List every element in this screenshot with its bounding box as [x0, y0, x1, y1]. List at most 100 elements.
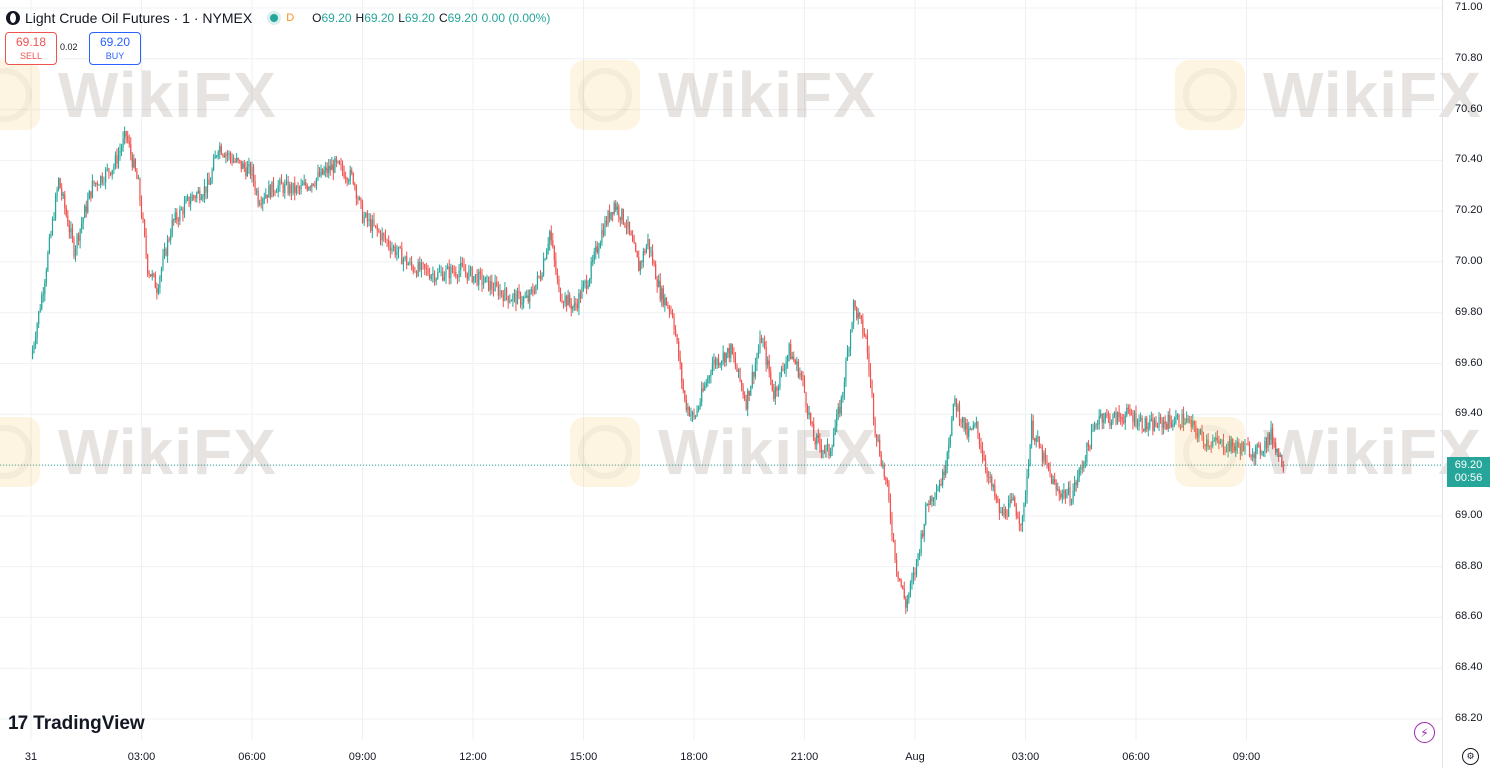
- candle: [176, 212, 178, 220]
- candle: [757, 350, 760, 358]
- candle: [269, 185, 272, 198]
- candle: [1190, 419, 1192, 428]
- candle: [744, 394, 746, 400]
- candle: [1081, 467, 1083, 469]
- candle: [109, 172, 112, 175]
- candle: [1186, 418, 1188, 423]
- candle: [300, 184, 302, 189]
- candle: [1195, 424, 1197, 433]
- candle: [1009, 499, 1011, 503]
- candle: [768, 360, 770, 373]
- tradingview-wordmark: TradingView: [33, 713, 145, 734]
- candle: [754, 363, 756, 377]
- ohlc-values: O69.20 H69.20 L69.20 C69.20 0.00 (0.00%): [312, 11, 550, 25]
- candle: [73, 238, 75, 257]
- candle: [1035, 437, 1037, 442]
- gear-icon[interactable]: ⚙: [1462, 748, 1479, 765]
- candle: [1074, 482, 1076, 491]
- candle: [1020, 523, 1022, 526]
- candle: [582, 283, 585, 287]
- candle: [613, 203, 615, 215]
- candle: [1040, 447, 1042, 449]
- candle: [977, 422, 979, 434]
- candle: [177, 219, 179, 222]
- candle: [1166, 423, 1168, 429]
- candle: [925, 504, 927, 524]
- candle: [711, 364, 714, 374]
- symbol-legend[interactable]: Light Crude Oil Futures · 1 · NYMEX D O6…: [6, 8, 550, 28]
- price-axis[interactable]: [1442, 0, 1493, 768]
- candle: [1144, 418, 1146, 432]
- candle: [173, 219, 175, 221]
- buy-button[interactable]: 69.20 BUY: [89, 32, 141, 65]
- low-value: L69.20: [398, 11, 435, 25]
- candle: [1109, 415, 1111, 426]
- candle: [1270, 427, 1272, 440]
- candle: [486, 276, 488, 278]
- sell-button[interactable]: 69.18 SELL: [5, 32, 57, 65]
- candle: [728, 348, 730, 358]
- candle: [1047, 463, 1050, 470]
- candle: [945, 465, 947, 475]
- candle: [1232, 438, 1234, 446]
- candle: [595, 246, 597, 252]
- tradingview-logo[interactable]: 17 TradingView: [8, 713, 145, 735]
- open-value: O69.20: [312, 11, 352, 25]
- candle: [886, 479, 888, 484]
- candle: [935, 491, 938, 498]
- candle: [667, 305, 669, 308]
- candle: [573, 303, 575, 307]
- candle: [876, 433, 878, 441]
- candle: [438, 271, 441, 273]
- candle: [450, 266, 452, 278]
- candle: [45, 270, 47, 283]
- candle: [889, 499, 892, 520]
- candle: [186, 196, 189, 200]
- candle: [337, 161, 339, 163]
- candle: [1097, 424, 1099, 426]
- candle: [1100, 414, 1102, 416]
- candle: [38, 311, 40, 325]
- candle: [1227, 442, 1229, 451]
- candle: [542, 259, 545, 275]
- candle: [88, 191, 90, 200]
- candle: [787, 355, 789, 362]
- candle: [91, 180, 93, 198]
- candle: [494, 281, 496, 291]
- candle: [920, 533, 922, 553]
- candle: [205, 186, 207, 193]
- candle: [343, 171, 345, 178]
- y-tick-label: 69.60: [1455, 356, 1483, 369]
- candle: [302, 184, 304, 186]
- candle: [166, 239, 169, 256]
- candle: [869, 370, 872, 381]
- candle: [688, 407, 690, 416]
- candle: [1087, 443, 1090, 447]
- change-value: 0.00 (0.00%): [481, 11, 551, 25]
- candle: [615, 203, 617, 210]
- candle: [84, 206, 86, 218]
- candle: [252, 166, 255, 181]
- lightning-icon[interactable]: ⚡: [1414, 722, 1435, 743]
- candle: [845, 360, 847, 383]
- symbol-title[interactable]: Light Crude Oil Futures · 1 · NYMEX: [25, 10, 253, 26]
- candle: [1173, 423, 1175, 425]
- candle: [639, 261, 641, 272]
- candle: [1055, 483, 1057, 490]
- candle: [532, 289, 534, 293]
- x-tick-label: 03:00: [127, 751, 156, 763]
- candle: [1196, 432, 1198, 438]
- candle: [196, 193, 198, 199]
- candle: [239, 160, 241, 161]
- candle: [93, 180, 95, 185]
- candle: [370, 218, 372, 231]
- candle: [243, 163, 245, 168]
- candle: [894, 540, 896, 560]
- candle: [1253, 454, 1255, 459]
- x-tick-label: Aug: [905, 751, 925, 763]
- candle: [710, 373, 712, 377]
- candle: [1112, 414, 1114, 423]
- candle: [466, 272, 468, 280]
